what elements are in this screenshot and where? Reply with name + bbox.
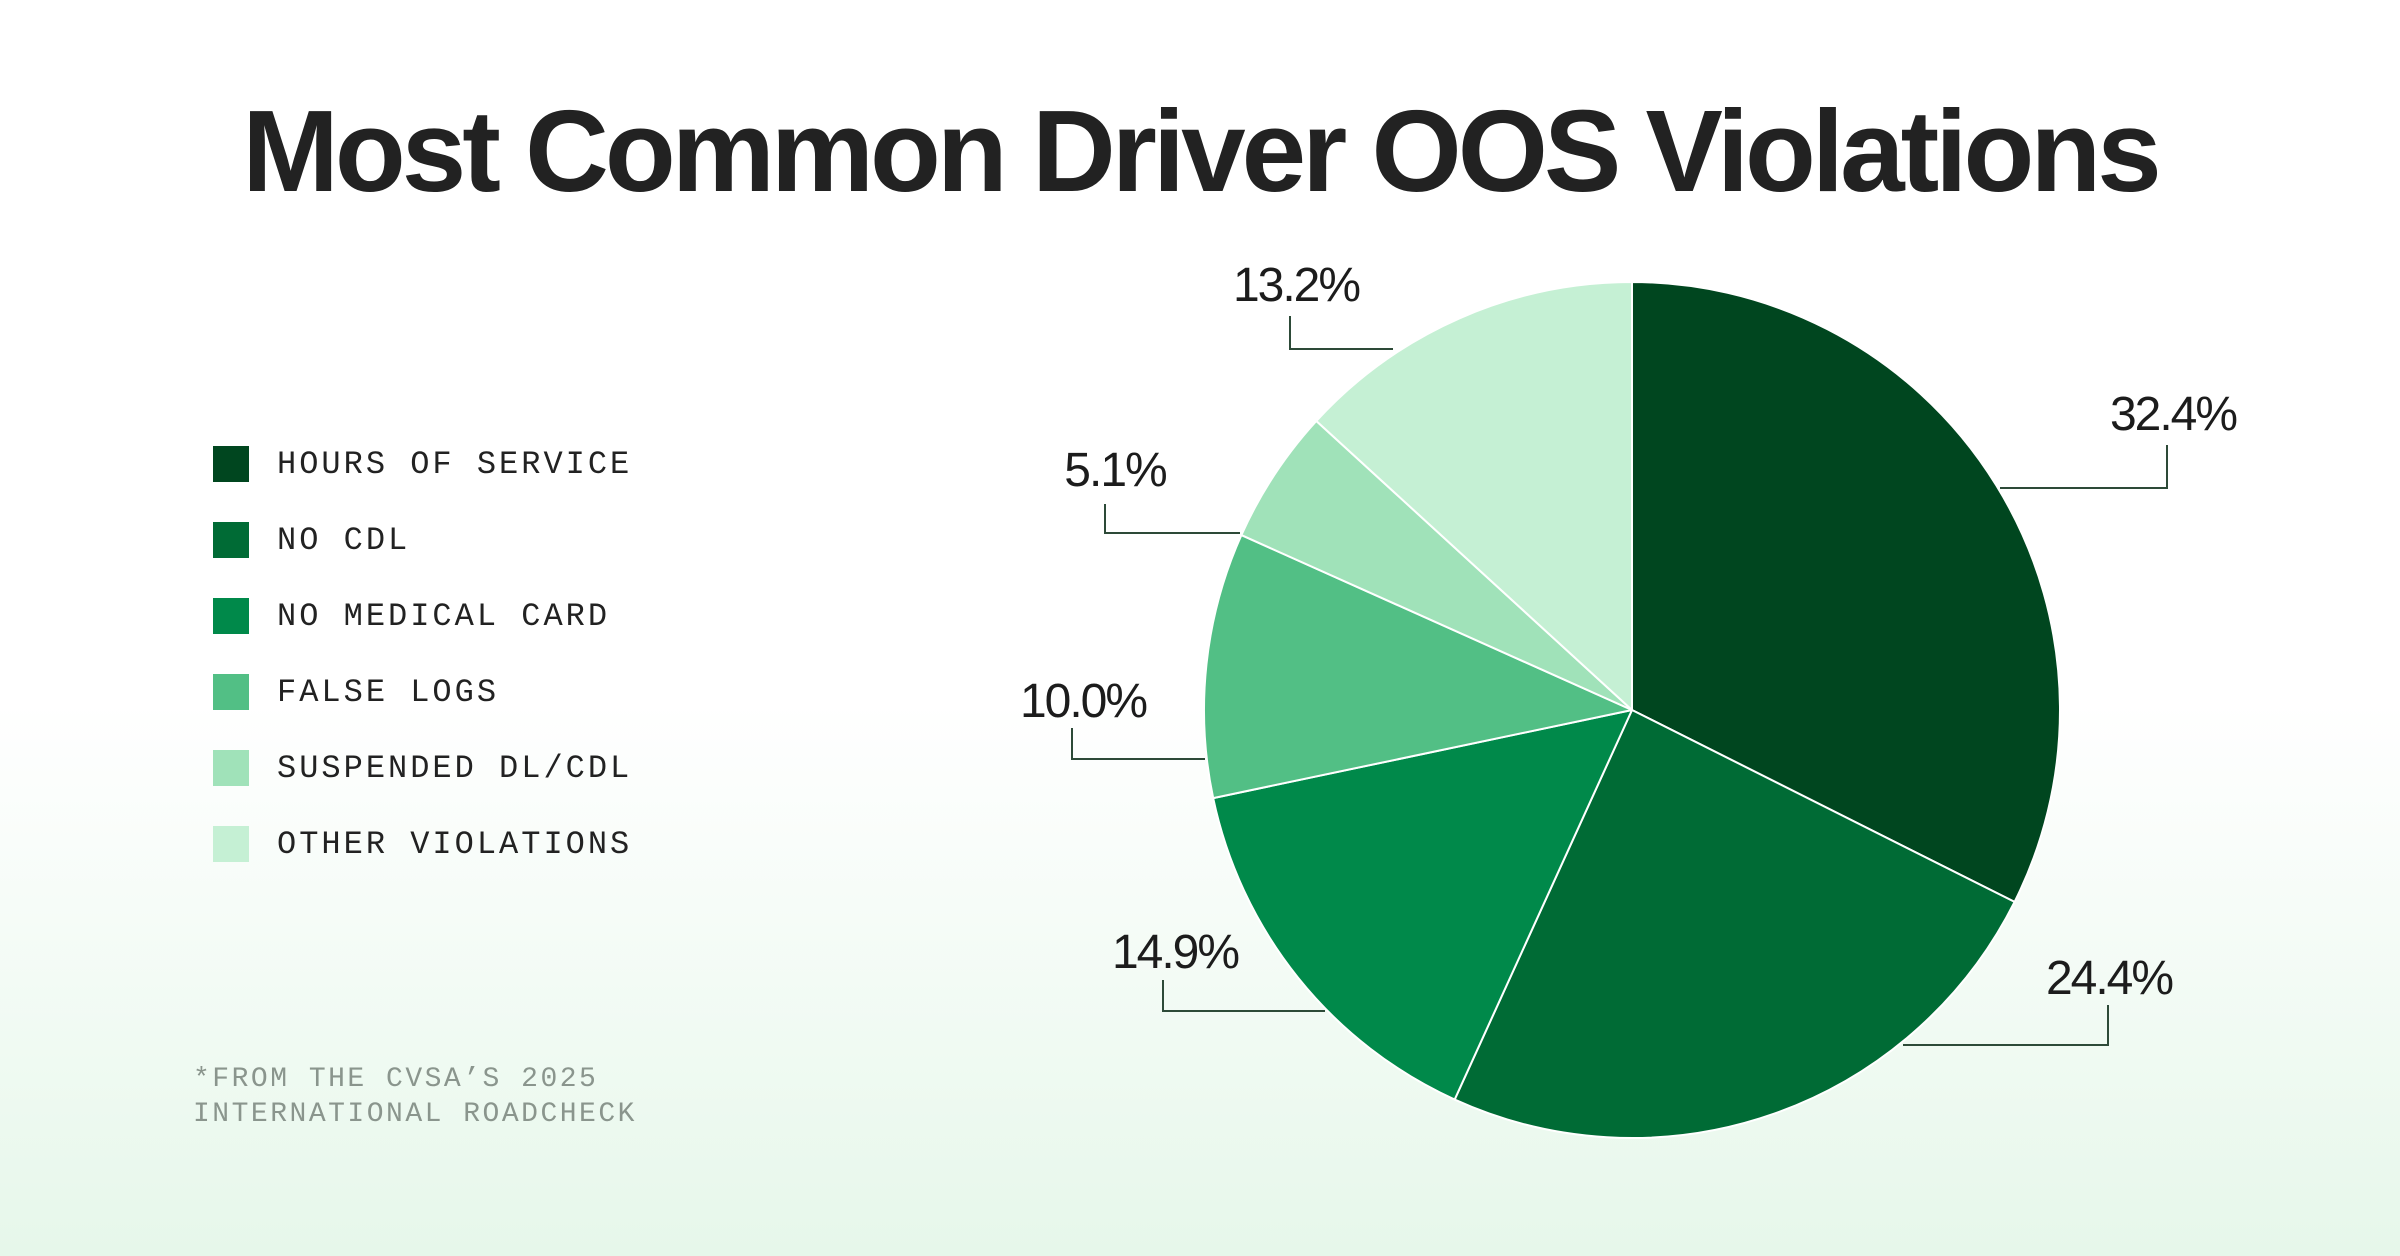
footnote-line: INTERNATIONAL ROADCHECK [193,1099,637,1130]
legend-item-other-violations: OTHER VIOLATIONS [213,825,632,863]
leader-line [1289,316,1393,350]
legend-item-no-cdl: NO CDL [213,521,632,559]
data-label: 14.9% [1112,926,1238,979]
legend-swatch [213,826,249,862]
legend-label: FALSE LOGS [277,673,500,711]
leader-line [1071,728,1205,760]
pie-slice-no-medical-card [1212,709,1633,1101]
legend-label: OTHER VIOLATIONS [277,825,633,863]
legend-swatch [213,446,249,482]
legend-swatch [213,598,249,634]
source-footnote: *FROM THE CVSA’S 2025 INTERNATIONAL ROAD… [193,1062,637,1132]
data-label: 10.0% [1020,675,1146,728]
data-label: 5.1% [1064,444,1166,497]
data-label: 13.2% [1233,259,1359,312]
leader-line [1104,504,1240,534]
legend-swatch [213,750,249,786]
leader-line [1903,1005,2109,1046]
pie-slice-hours-of-service [1631,281,2061,903]
chart-title: Most Common Driver OOS Violations [242,86,2162,216]
data-label: 32.4% [2110,388,2236,441]
pie-slice-other-violations [1315,281,1633,711]
legend-swatch [213,522,249,558]
legend-item-false-logs: FALSE LOGS [213,673,632,711]
data-label: 24.4% [2046,952,2172,1005]
legend-label: HOURS OF SERVICE [277,445,633,483]
pie-slice-no-cdl [1453,709,2016,1139]
legend-item-suspended-dl-cdl: SUSPENDED DL/CDL [213,749,632,787]
footnote-line: *FROM THE CVSA’S 2025 [193,1064,599,1095]
legend-item-hours-of-service: HOURS OF SERVICE [213,445,632,483]
legend-label: NO CDL [277,521,411,559]
leader-line [2000,445,2168,489]
legend-item-no-medical-card: NO MEDICAL CARD [213,597,632,635]
leader-line [1162,980,1325,1012]
legend-label: SUSPENDED DL/CDL [277,749,633,787]
pie-slice-false-logs [1203,534,1633,800]
legend-label: NO MEDICAL CARD [277,597,611,635]
legend: HOURS OF SERVICE NO CDL NO MEDICAL CARD … [213,445,632,901]
legend-swatch [213,674,249,710]
